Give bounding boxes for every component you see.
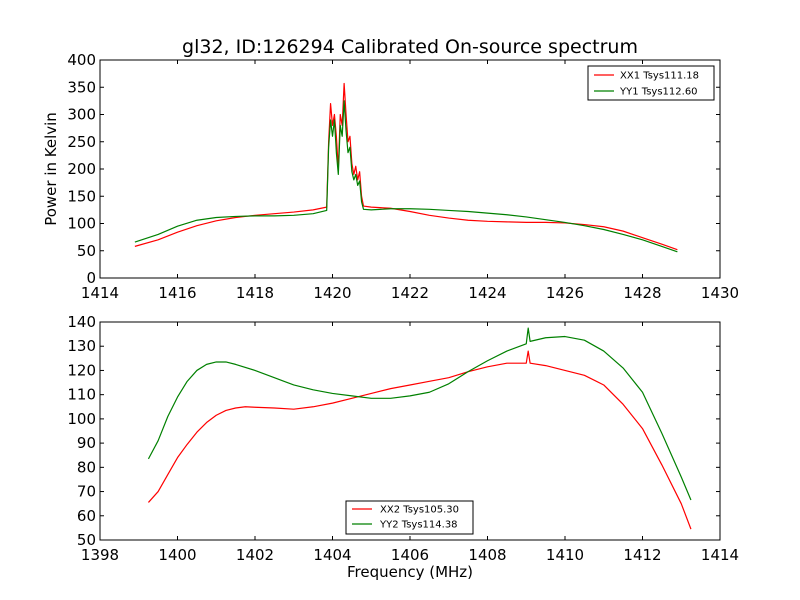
top-plot-x-tick-label: 1416 (158, 284, 196, 302)
top-plot-x-tick-label: 1420 (313, 284, 351, 302)
top-plot-x-tick-label: 1422 (391, 284, 429, 302)
bottom-plot-y-tick-label: 90 (77, 434, 96, 452)
bottom-plot-series-lines (147, 327, 692, 530)
bottom-plot-y-tick-label: 110 (67, 386, 96, 404)
bottom-plot-y-tick-label: 140 (67, 313, 96, 331)
bottom-plot-x-tick-label: 1402 (236, 546, 274, 564)
bottom-plot-x-tick-label: 1412 (623, 546, 661, 564)
bottom-plot-y-tick-label: 80 (77, 458, 96, 476)
bottom-plot-x-tick-label: 1410 (546, 546, 584, 564)
top-plot-y-tick-label: 150 (67, 187, 96, 205)
top-plot-y-tick-label: 50 (77, 242, 96, 260)
bottom-plot-y-tick-label: 50 (77, 531, 96, 549)
bottom-plot: 1398 1400 1402 1404 1406 1408 1410 1412 1414 50 60… (67, 313, 739, 581)
bottom-plot-legend: XX2 Tsys105.30 YY2 Tsys114.38 (345, 500, 474, 535)
bottom-plot-x-tick-label: 1398 (81, 546, 119, 564)
top-plot-x-tick-label: 1414 (81, 284, 119, 302)
top-plot-ticks: 1414 1416 1418 1420 1422 1424 1426 1428 1430 0 50 1… (67, 51, 739, 302)
bottom-plot-ticks: 1398 1400 1402 1404 1406 1408 1410 1412 1414 50 60… (67, 313, 739, 564)
top-plot-y-tick-label: 350 (67, 78, 96, 96)
top-plot-y-tick-label: 200 (67, 160, 96, 178)
top-plot-series-2-line (134, 100, 678, 253)
bottom-plot-x-tick-label: 1408 (468, 546, 506, 564)
top-plot-y-tick-label: 300 (67, 106, 96, 124)
chart-title: gl32, ID:126294 Calibrated On-source spe… (182, 36, 638, 58)
top-plot-x-tick-label: 1418 (236, 284, 274, 302)
top-plot-y-axis-label: Power in Kelvin (42, 112, 60, 226)
top-plot-legend-label-yy1: YY1 Tsys112.60 (619, 87, 698, 98)
x-axis-label: Frequency (MHz) (347, 563, 473, 581)
bottom-plot-y-tick-label: 60 (77, 507, 96, 525)
bottom-plot-x-tick-label: 1406 (391, 546, 429, 564)
bottom-plot-legend-label-yy2: YY2 Tsys114.38 (379, 520, 458, 531)
bottom-plot-x-tick-label: 1400 (158, 546, 196, 564)
top-plot-legend: XX1 Tsys111.18 YY1 Tsys112.60 (587, 65, 715, 101)
bottom-plot-series-2-line (147, 327, 692, 501)
top-plot-legend-label-xx1: XX1 Tsys111.18 (620, 71, 699, 82)
top-plot-x-tick-label: 1424 (468, 284, 506, 302)
bottom-plot-legend-label-xx2: XX2 Tsys105.30 (380, 505, 459, 516)
top-plot-series-lines (134, 82, 678, 253)
top-plot-x-tick-label: 1430 (701, 284, 739, 302)
top-plot-y-tick-label: 0 (86, 269, 96, 287)
top-plot-x-tick-label: 1428 (623, 284, 661, 302)
top-plot-legend-box (587, 65, 715, 101)
bottom-plot-y-tick-label: 130 (67, 337, 96, 355)
bottom-plot-y-tick-label: 100 (67, 410, 96, 428)
top-plot-y-tick-label: 250 (67, 133, 96, 151)
top-plot-y-tick-label: 100 (67, 215, 96, 233)
top-plot: 1414 1416 1418 1420 1422 1424 1426 1428 1430 0 50 1… (42, 51, 739, 302)
top-plot-x-tick-label: 1426 (546, 284, 584, 302)
bottom-plot-series-1-line (147, 350, 692, 530)
bottom-plot-x-tick-label: 1404 (313, 546, 351, 564)
bottom-plot-legend-box (345, 500, 474, 535)
bottom-plot-y-tick-label: 120 (67, 361, 96, 379)
top-plot-series-1-line (134, 82, 678, 251)
bottom-plot-x-tick-label: 1414 (701, 546, 739, 564)
bottom-plot-y-tick-label: 70 (77, 483, 96, 501)
top-plot-y-tick-label: 400 (67, 51, 96, 69)
